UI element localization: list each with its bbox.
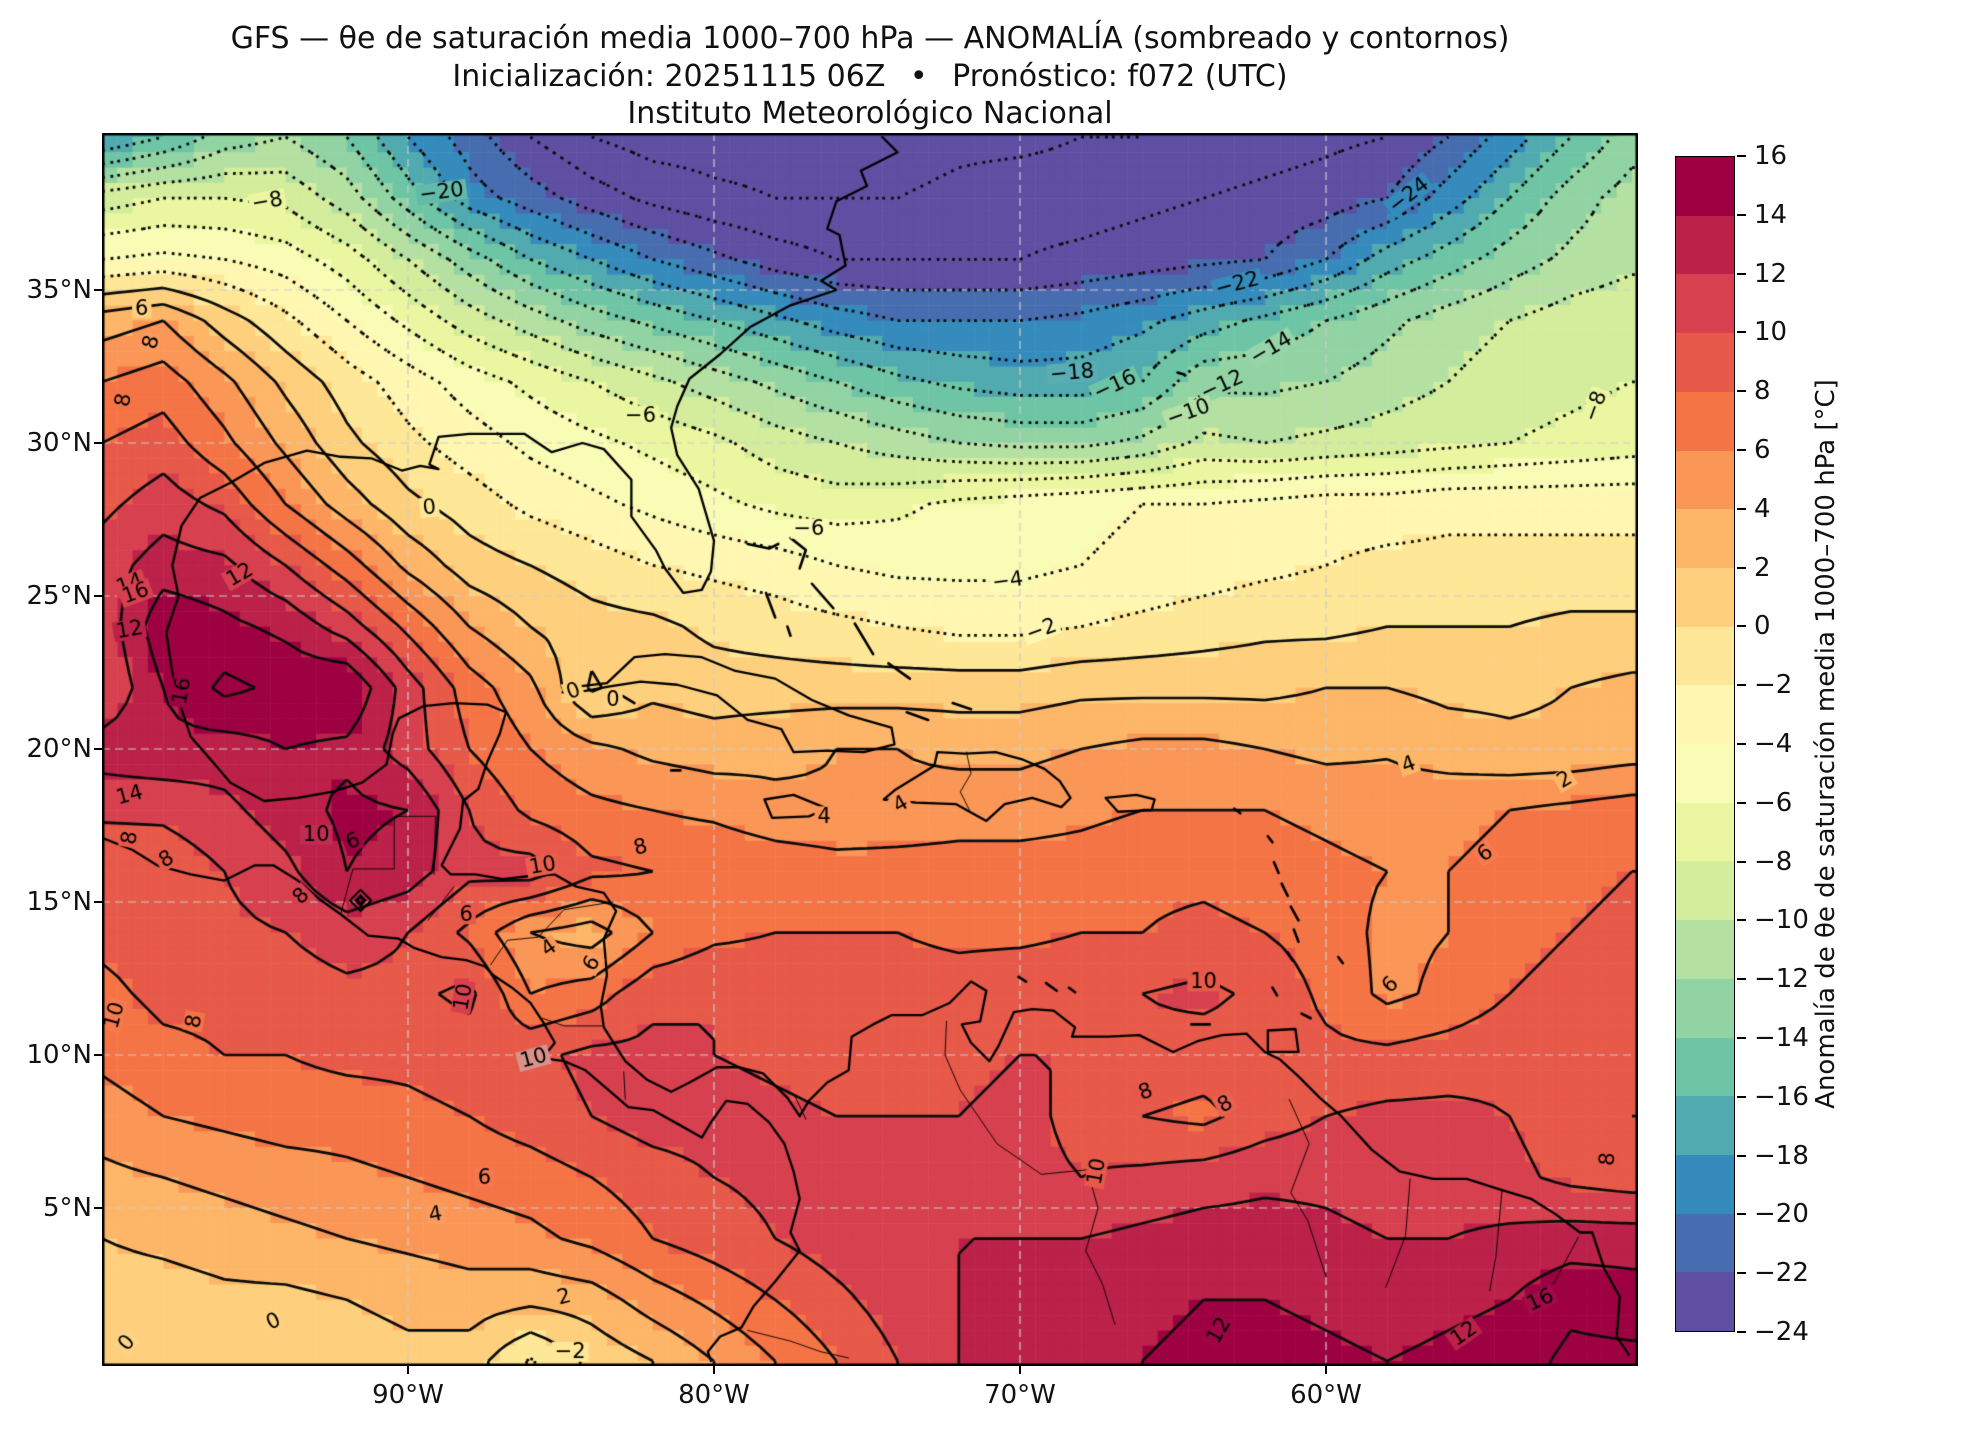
colorbar-segment: [1676, 626, 1734, 686]
colorbar-tick-mark: [1737, 213, 1746, 216]
longitude-tick-label: 80°W: [678, 1380, 750, 1410]
colorbar-tick-mark: [1737, 743, 1746, 745]
figure-institution: Instituto Meteorológico Nacional: [627, 96, 1113, 131]
colorbar-tick-mark: [1737, 507, 1746, 510]
latitude-tick-mark: [94, 901, 102, 903]
colorbar-tick-mark: [1737, 566, 1746, 569]
colorbar-tick-label: −20: [1754, 1199, 1809, 1230]
colorbar-tick-label: −2: [1754, 670, 1793, 701]
latitude-tick-mark: [94, 442, 102, 444]
colorbar-segment: [1676, 1037, 1734, 1097]
colorbar-tick-mark: [1737, 449, 1746, 451]
colorbar-tick-label: 10: [1754, 317, 1788, 348]
colorbar-tick-mark: [1737, 978, 1746, 981]
figure-title: GFS — θe de saturación media 1000–700 hP…: [230, 21, 1510, 56]
latitude-tick-mark: [94, 748, 102, 750]
latitude-tick-label: 15°N: [26, 887, 92, 917]
colorbar-tick-mark: [1737, 155, 1746, 157]
latitude-tick-mark: [94, 1207, 102, 1209]
longitude-tick-mark: [407, 1366, 409, 1374]
colorbar-tick-label: −4: [1754, 729, 1793, 759]
latitude-tick-mark: [94, 595, 102, 597]
colorbar-tick-mark: [1737, 1213, 1746, 1216]
colorbar-tick-label: 6: [1754, 435, 1771, 465]
latitude-tick-mark: [94, 1054, 102, 1056]
latitude-tick-label: 25°N: [26, 581, 92, 611]
colorbar-segment: [1676, 215, 1734, 275]
colorbar-tick-label: −10: [1754, 905, 1809, 936]
colorbar-tick-mark: [1737, 331, 1746, 334]
figure-subtitle: Inicialización: 20251115 06Z • Pronóstic…: [452, 59, 1288, 94]
latitude-tick-label: 5°N: [43, 1193, 92, 1223]
colorbar-segment: [1676, 450, 1734, 510]
colorbar-tick-mark: [1737, 1331, 1746, 1333]
longitude-tick-label: 90°W: [372, 1380, 444, 1410]
colorbar-segment: [1676, 861, 1734, 921]
colorbar-segment: [1676, 802, 1734, 862]
colorbar-tick-mark: [1737, 1154, 1746, 1157]
colorbar-tick-label: −14: [1754, 1023, 1809, 1053]
colorbar-tick-mark: [1737, 801, 1746, 804]
colorbar-tick-label: 0: [1754, 611, 1771, 642]
colorbar-tick-mark: [1737, 684, 1746, 687]
colorbar-segment: [1676, 744, 1734, 803]
latitude-tick-label: 10°N: [26, 1040, 92, 1070]
colorbar-tick-label: 4: [1754, 493, 1771, 524]
latitude-tick-label: 20°N: [26, 734, 92, 764]
colorbar-tick-label: 14: [1754, 199, 1788, 230]
colorbar-tick-label: −12: [1754, 964, 1809, 995]
colorbar-segment: [1676, 391, 1734, 451]
colorbar-tick-label: −18: [1754, 1140, 1809, 1171]
colorbar-segment: [1676, 274, 1734, 334]
longitude-tick-mark: [1325, 1366, 1327, 1374]
colorbar-segment: [1676, 509, 1734, 568]
colorbar-segment: [1676, 157, 1734, 216]
colorbar-segment: [1676, 333, 1734, 392]
colorbar-tick-label: 16: [1754, 141, 1788, 171]
colorbar-tick-label: −22: [1754, 1258, 1809, 1289]
colorbar-tick-label: 2: [1754, 552, 1771, 583]
colorbar-tick-mark: [1737, 272, 1746, 275]
colorbar-segment: [1676, 1096, 1734, 1155]
colorbar-tick-mark: [1737, 1037, 1746, 1039]
colorbar-segment: [1676, 1213, 1734, 1273]
weather-map-canvas: [102, 133, 1638, 1366]
longitude-tick-mark: [713, 1366, 715, 1374]
colorbar-tick-mark: [1737, 860, 1746, 863]
colorbar-segment: [1676, 920, 1734, 979]
colorbar-tick-label: −24: [1754, 1317, 1809, 1347]
colorbar-segment: [1676, 1154, 1734, 1214]
colorbar-segment: [1676, 978, 1734, 1038]
colorbar-tick-label: −6: [1754, 787, 1793, 818]
colorbar-tick-mark: [1737, 919, 1746, 922]
colorbar-segment: [1676, 1272, 1734, 1332]
longitude-tick-mark: [1019, 1366, 1021, 1374]
latitude-tick-label: 30°N: [26, 428, 92, 458]
colorbar-tick-label: 8: [1754, 376, 1771, 407]
colorbar-title: Anomalía de θe de saturación media 1000–…: [1811, 379, 1841, 1109]
colorbar-segment: [1676, 685, 1734, 745]
longitude-tick-label: 70°W: [984, 1380, 1056, 1410]
latitude-tick-label: 35°N: [26, 275, 92, 305]
colorbar-tick-mark: [1737, 625, 1746, 628]
colorbar: [1675, 156, 1735, 1332]
colorbar-segment: [1676, 567, 1734, 627]
longitude-tick-label: 60°W: [1290, 1380, 1362, 1410]
latitude-tick-mark: [94, 289, 102, 291]
colorbar-tick-label: −8: [1754, 846, 1793, 877]
colorbar-tick-label: −16: [1754, 1081, 1809, 1112]
colorbar-tick-mark: [1737, 1095, 1746, 1098]
colorbar-tick-mark: [1737, 1272, 1746, 1275]
colorbar-tick-mark: [1737, 390, 1746, 393]
colorbar-tick-label: 12: [1754, 258, 1788, 289]
